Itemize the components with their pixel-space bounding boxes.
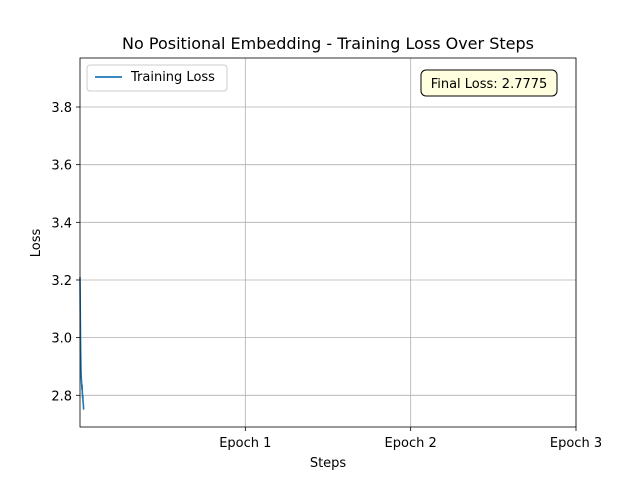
x-axis-label: Steps bbox=[310, 456, 347, 471]
x-tick-label: Epoch 1 bbox=[219, 436, 271, 451]
y-tick-label: 2.8 bbox=[51, 389, 72, 404]
final-loss-annotation: Final Loss: 2.7775 bbox=[420, 69, 558, 97]
y-tick-label: 3.2 bbox=[51, 274, 72, 289]
chart-title: No Positional Embedding - Training Loss … bbox=[122, 34, 534, 53]
legend-label: Training Loss bbox=[130, 70, 215, 85]
x-tick-label: Epoch 3 bbox=[550, 436, 602, 451]
y-axis-label: Loss bbox=[29, 229, 44, 258]
axes-frame bbox=[79, 57, 577, 428]
y-ticks: 2.8 3.0 3.2 3.4 3.6 3.8 bbox=[51, 101, 80, 404]
plot-area bbox=[80, 58, 576, 427]
y-tick-label: 3.6 bbox=[51, 159, 72, 174]
x-tick-label: Epoch 2 bbox=[385, 436, 437, 451]
series-layer bbox=[79, 277, 85, 410]
legend: Training Loss bbox=[86, 64, 228, 92]
annotation-text: Final Loss: 2.7775 bbox=[431, 77, 548, 92]
training-loss-line bbox=[79, 277, 85, 410]
x-ticks: Epoch 1 Epoch 2 Epoch 3 bbox=[219, 427, 602, 451]
legend-box bbox=[86, 64, 228, 92]
annotation-box bbox=[420, 69, 558, 97]
y-tick-label: 3.0 bbox=[51, 332, 72, 347]
y-tick-label: 3.8 bbox=[51, 101, 72, 116]
y-tick-label: 3.4 bbox=[51, 216, 72, 231]
